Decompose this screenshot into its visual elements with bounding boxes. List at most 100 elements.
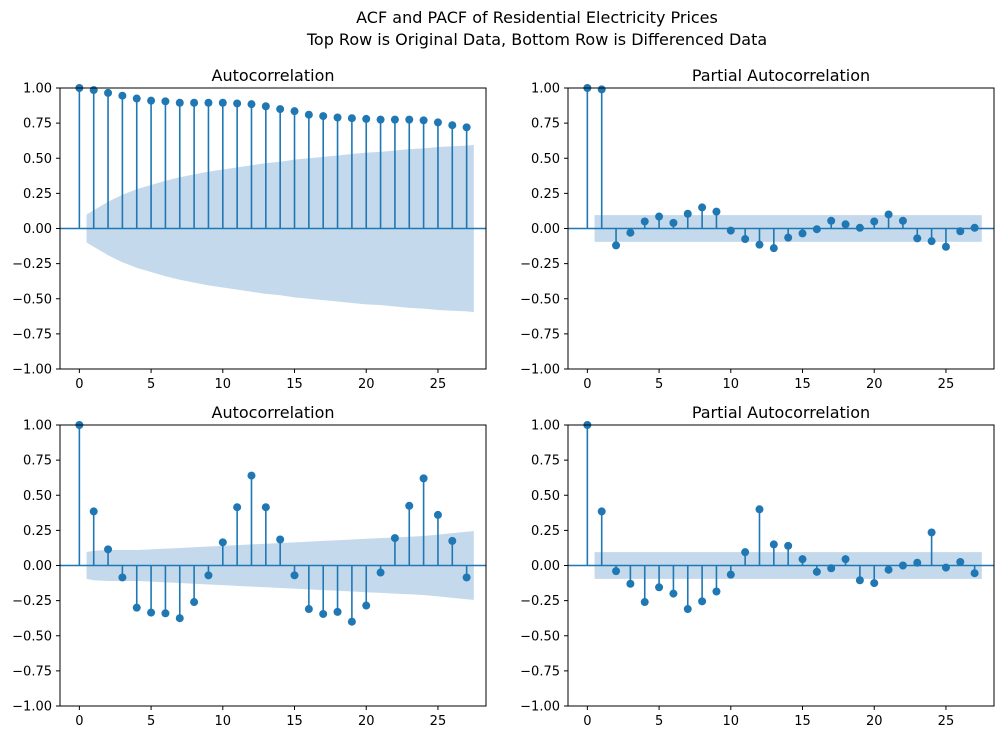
panel-2-xtick-label-5: 5 — [147, 714, 155, 729]
panel-0-marker-lag-16 — [304, 110, 313, 119]
panel-3-marker-lag-22 — [898, 561, 907, 570]
panel-2-marker-lag-14 — [276, 535, 285, 544]
panel-0-marker-lag-24 — [419, 116, 428, 125]
panel-3-marker-lag-24 — [927, 528, 936, 537]
panel-2-marker-lag-23 — [405, 501, 414, 510]
panel-2-marker-lag-7 — [175, 614, 184, 623]
panel-3-ytick-label-4: 0.00 — [531, 559, 560, 574]
panel-0-marker-lag-9 — [204, 98, 213, 107]
panel-2-ytick-label-7: 0.75 — [23, 454, 52, 469]
panel-0-ytick-label-7: 0.75 — [23, 117, 52, 132]
panel-0-ytick-label-0: −1.00 — [12, 363, 52, 378]
panel-3-marker-lag-25 — [941, 563, 950, 572]
panel-0-marker-lag-15 — [290, 107, 299, 116]
panel-3-marker-lag-4 — [640, 598, 649, 607]
pacf-differenced-panel: Partial Autocorrelation 0 5 10 15 20 25 −1.00 −0… — [520, 403, 995, 729]
panel-1-marker-lag-17 — [827, 216, 836, 225]
panel-3-marker-lag-2 — [612, 567, 621, 576]
panel-2-marker-lag-4 — [132, 603, 141, 612]
panel-1-xtick-label-25: 25 — [938, 377, 955, 392]
panel-1-ytick-label-4: 0.00 — [531, 222, 560, 237]
panel-2-marker-lag-17 — [319, 609, 328, 618]
panel-0-marker-lag-18 — [333, 113, 342, 122]
panel-2-marker-lag-9 — [204, 571, 213, 580]
panel-0-marker-lag-17 — [319, 112, 328, 121]
panel-3-xtick-label-0: 0 — [583, 714, 591, 729]
panel-3-ytick-label-5: 0.25 — [531, 524, 560, 539]
panel-2-marker-lag-12 — [247, 471, 256, 480]
panel-0-marker-lag-5 — [147, 96, 156, 105]
panel-3-ytick-label-3: −0.25 — [520, 594, 560, 609]
panel-0-xtick-label-25: 25 — [430, 377, 447, 392]
panel-1-xtick-label-10: 10 — [723, 377, 740, 392]
panel-3-xtick-label-5: 5 — [655, 714, 663, 729]
panel-2-marker-lag-5 — [147, 608, 156, 617]
panel-2-xtick-label-15: 15 — [286, 714, 303, 729]
panel-1-title: Partial Autocorrelation — [692, 66, 870, 85]
panel-3-title: Partial Autocorrelation — [692, 403, 870, 422]
panel-1-marker-lag-18 — [841, 220, 850, 229]
panel-3-marker-lag-15 — [798, 555, 807, 564]
panel-3-marker-lag-23 — [913, 558, 922, 567]
panel-3-marker-lag-17 — [827, 564, 836, 573]
panel-1-marker-lag-12 — [755, 240, 764, 249]
panel-0-marker-lag-27 — [462, 123, 471, 132]
panel-3-ytick-label-8: 1.00 — [531, 419, 560, 434]
panel-3-marker-lag-21 — [884, 565, 893, 574]
panel-1-xtick-label-5: 5 — [655, 377, 663, 392]
panel-0-marker-lag-26 — [448, 121, 457, 130]
panel-0-marker-lag-10 — [218, 98, 227, 107]
panel-2-ytick-label-8: 1.00 — [23, 419, 52, 434]
panel-0-marker-lag-4 — [132, 94, 141, 103]
panel-1-marker-lag-27 — [970, 223, 979, 232]
panel-2-marker-lag-22 — [390, 534, 399, 543]
panel-1-marker-lag-16 — [812, 225, 821, 234]
panel-0-xtick-label-5: 5 — [147, 377, 155, 392]
panel-2-marker-lag-25 — [433, 510, 442, 519]
panel-2-xtick-label-20: 20 — [358, 714, 375, 729]
panel-0-ytick-label-1: −0.75 — [12, 327, 52, 342]
panel-3-ytick-label-7: 0.75 — [531, 454, 560, 469]
panel-0-marker-lag-1 — [89, 86, 98, 95]
panel-2-marker-lag-1 — [89, 507, 98, 516]
panel-1-marker-lag-11 — [741, 235, 750, 244]
panel-3-marker-lag-9 — [712, 587, 721, 596]
panel-0-marker-lag-19 — [347, 114, 356, 123]
panel-1-marker-lag-2 — [612, 241, 621, 250]
panel-1-marker-lag-7 — [683, 209, 692, 218]
panel-2-marker-lag-18 — [333, 607, 342, 616]
panel-3-marker-lag-1 — [597, 507, 606, 516]
panel-0-marker-lag-2 — [104, 88, 113, 97]
panel-1-marker-lag-3 — [626, 228, 635, 237]
panel-3-marker-lag-19 — [855, 576, 864, 585]
panel-1-ytick-label-2: −0.50 — [520, 292, 560, 307]
panel-3-xtick-label-10: 10 — [723, 714, 740, 729]
panel-0-ytick-label-8: 1.00 — [23, 82, 52, 97]
panel-3-marker-lag-27 — [970, 569, 979, 578]
panel-2-marker-lag-8 — [190, 598, 199, 607]
panel-3-marker-lag-10 — [726, 570, 735, 579]
figure-title-line1: ACF and PACF of Residential Electricity … — [356, 8, 718, 27]
acf-differenced-panel: Autocorrelation 0 5 10 15 20 25 −1.00 −0.75 −0.50… — [12, 403, 487, 729]
panel-1-ytick-label-5: 0.25 — [531, 187, 560, 202]
panel-2-ytick-label-4: 0.00 — [23, 559, 52, 574]
panel-2-marker-lag-6 — [161, 609, 170, 618]
panel-3-marker-lag-7 — [683, 605, 692, 614]
panel-2-ytick-label-3: −0.25 — [12, 594, 52, 609]
panel-1-marker-lag-6 — [669, 218, 678, 227]
panel-1-marker-lag-22 — [898, 216, 907, 225]
panel-2-ytick-label-5: 0.25 — [23, 524, 52, 539]
panel-1-marker-lag-10 — [726, 226, 735, 235]
panel-1-ytick-label-6: 0.50 — [531, 152, 560, 167]
panel-3-marker-lag-8 — [698, 597, 707, 606]
panel-3-marker-lag-18 — [841, 555, 850, 564]
panel-1-marker-lag-4 — [640, 217, 649, 226]
panel-2-marker-lag-16 — [304, 605, 313, 614]
panel-1-marker-lag-19 — [855, 223, 864, 232]
panel-1-ytick-label-3: −0.25 — [520, 257, 560, 272]
panel-0-xtick-label-10: 10 — [215, 377, 232, 392]
panel-1-ytick-label-8: 1.00 — [531, 82, 560, 97]
panel-1-marker-lag-20 — [870, 217, 879, 226]
panel-3-ytick-label-6: 0.50 — [531, 489, 560, 504]
panel-2-xtick-label-10: 10 — [215, 714, 232, 729]
